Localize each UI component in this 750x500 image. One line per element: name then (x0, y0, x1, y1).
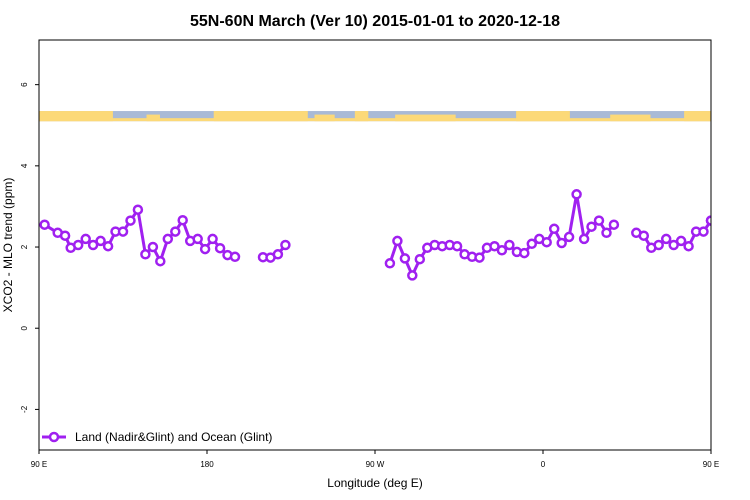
legend: Land (Nadir&Glint) and Ocean (Glint) (42, 430, 272, 444)
data-point (72, 239, 84, 251)
data-point (451, 240, 463, 252)
land-ocean-band (39, 111, 711, 122)
data-point (504, 239, 515, 251)
data-point (578, 233, 590, 245)
data-point (125, 215, 136, 226)
x-tick-label: 90 W (366, 460, 385, 469)
data-point (80, 233, 91, 245)
y-tick-label: -2 (20, 405, 29, 413)
land-patch (146, 114, 160, 122)
data-point (192, 233, 203, 245)
land-patch (395, 114, 456, 122)
data-point (280, 239, 291, 251)
data-point (593, 215, 605, 226)
y-axis-title: XCO2 - MLO trend (ppm) (1, 178, 15, 313)
data-point (668, 239, 679, 251)
land-patch (39, 111, 113, 122)
data-point (199, 243, 211, 255)
data-point (162, 233, 174, 245)
x-tick-label: 0 (541, 460, 546, 469)
y-tick-label: 6 (20, 82, 29, 87)
data-point (683, 240, 694, 252)
data-point (519, 247, 530, 259)
data-point (132, 204, 144, 215)
data-point (660, 233, 672, 245)
x-tick-label: 180 (200, 460, 214, 469)
data-point (722, 250, 730, 258)
data-point (571, 189, 582, 200)
x-tick-label: 90 E (703, 460, 719, 469)
land-patch (610, 114, 651, 122)
data-point (147, 241, 159, 253)
data-point (638, 230, 650, 241)
x-axis-title: Longitude (deg E) (327, 476, 422, 490)
x-axis: 90 E 180 90 W 0 90 E (31, 450, 719, 469)
data-point (87, 239, 99, 251)
chart-title: 55N-60N March (Ver 10) 2015-01-01 to 202… (190, 13, 560, 30)
data-point (563, 231, 575, 243)
plot-frame (38, 39, 712, 451)
data-point (392, 235, 403, 247)
land-patch (516, 111, 570, 122)
data-point (384, 258, 396, 269)
y-tick-label: 4 (20, 163, 29, 168)
data-point (474, 252, 485, 263)
data-point (170, 226, 181, 237)
data-point (177, 214, 188, 226)
data-point (601, 227, 612, 239)
data-point (229, 251, 241, 263)
y-tick-label: 0 (20, 325, 29, 330)
data-point (140, 249, 151, 260)
data-point (496, 245, 508, 256)
data-point (59, 230, 71, 241)
ocean-band (39, 111, 711, 122)
land-patch (314, 114, 335, 122)
series-line (709, 217, 711, 221)
data-point (489, 240, 500, 252)
data-point (95, 235, 106, 247)
data-point (653, 239, 664, 251)
series-line (388, 192, 616, 277)
series-layer (39, 189, 750, 281)
data-point (586, 221, 597, 232)
data-point (715, 206, 723, 214)
data-point (207, 233, 218, 245)
data-point (729, 243, 737, 251)
y-axis: -2 0 2 4 6 (20, 82, 39, 413)
data-point (548, 223, 560, 235)
data-point (39, 219, 50, 230)
land-patch (684, 111, 711, 122)
data-point (556, 237, 567, 249)
data-point (541, 236, 552, 248)
data-point (526, 238, 538, 250)
data-point (272, 249, 284, 260)
data-point (155, 255, 166, 267)
data-point (744, 235, 750, 243)
data-point (608, 219, 620, 230)
legend-marker-swatch (48, 431, 60, 443)
data-point (414, 253, 426, 265)
data-point (407, 270, 418, 281)
data-point (705, 215, 711, 226)
data-point (399, 253, 411, 264)
land-strip (39, 118, 711, 122)
data-point (117, 226, 129, 237)
x-tick-label: 90 E (31, 460, 47, 469)
data-point (737, 257, 745, 265)
data-point (102, 240, 114, 252)
land-patch (354, 111, 369, 122)
land-patch (213, 111, 308, 122)
data-point (214, 242, 226, 254)
legend-label: Land (Nadir&Glint) and Ocean (Glint) (75, 430, 272, 444)
data-point (698, 226, 709, 237)
data-point (675, 235, 687, 247)
y-tick-label: 2 (20, 244, 29, 249)
